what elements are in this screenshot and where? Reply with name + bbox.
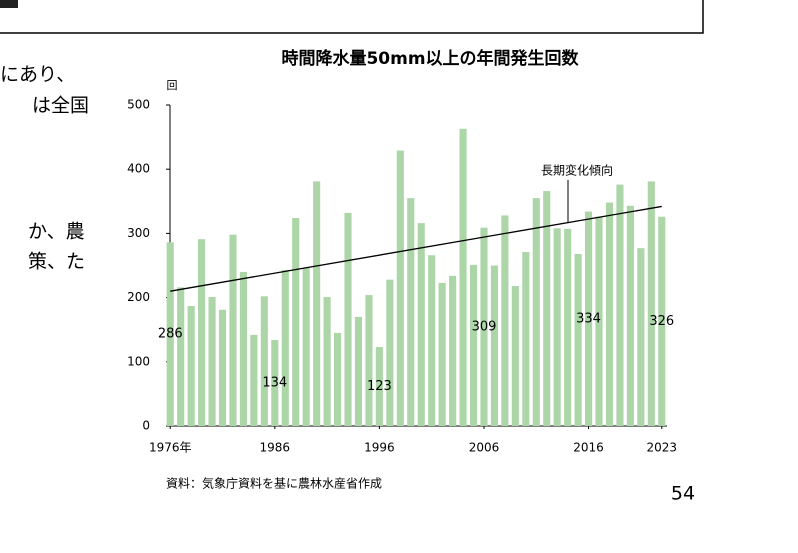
bar: [260, 296, 268, 426]
bar: [585, 211, 593, 426]
source-note: 資料：気象庁資料を基に農林水産省作成: [166, 476, 382, 491]
bar: [626, 205, 634, 426]
bar: [386, 279, 394, 426]
bar: [302, 268, 310, 426]
bar: [532, 198, 540, 426]
bar: [574, 253, 582, 426]
bar: [647, 181, 655, 426]
bar: [198, 239, 206, 426]
bar: [250, 334, 258, 426]
bar: [595, 216, 603, 426]
y-tick-label: 0: [142, 419, 150, 433]
bar: [564, 228, 572, 426]
bar: [281, 269, 289, 426]
bar: [334, 332, 342, 426]
bar: [637, 248, 645, 426]
y-tick-label: 100: [127, 354, 150, 368]
bar: [522, 252, 530, 426]
body-text: は全国: [32, 95, 89, 117]
bar: [543, 191, 551, 426]
bar: [428, 255, 436, 426]
bar: [658, 216, 666, 426]
bar: [407, 198, 415, 426]
x-tick-label: 2016: [573, 441, 604, 455]
bar: [459, 128, 467, 426]
bar: [490, 265, 498, 426]
data-label: 334: [576, 311, 601, 326]
body-text: か、農: [28, 221, 85, 243]
data-label: 123: [367, 379, 392, 394]
bar: [438, 282, 446, 426]
page-number: 54: [671, 483, 695, 505]
body-text: 策、た: [28, 251, 85, 273]
y-tick-label: 200: [127, 290, 150, 304]
y-unit: 回: [167, 79, 178, 92]
bar: [354, 316, 363, 426]
y-tick-label: 500: [127, 98, 150, 112]
bar: [271, 339, 279, 426]
y-tick-label: 300: [127, 226, 150, 240]
bar: [469, 264, 478, 426]
trend-label: 長期変化傾向: [541, 163, 613, 178]
bar: [417, 223, 425, 426]
x-tick-label: 1996: [364, 441, 395, 455]
x-tick-label: 1986: [260, 441, 291, 455]
bar: [218, 309, 227, 426]
chart-title: 時間降水量50mm以上の年間発生回数: [281, 48, 579, 69]
bar: [177, 287, 185, 426]
bar: [229, 234, 237, 426]
trend-line: [170, 205, 662, 292]
bar: [344, 212, 352, 426]
bar: [605, 202, 614, 426]
data-label: 286: [158, 327, 183, 342]
bar: [166, 242, 174, 426]
bar: [396, 150, 404, 426]
bar: [480, 227, 488, 426]
bar: [239, 271, 247, 426]
x-tick-label: 2006: [469, 441, 500, 455]
bar: [511, 286, 519, 426]
x-tick-label: 2023: [646, 441, 677, 455]
bar: [375, 347, 383, 426]
y-tick-label: 400: [127, 162, 150, 176]
bar: [553, 228, 561, 426]
data-label: 326: [649, 314, 674, 329]
bar: [292, 217, 300, 426]
bar: [323, 296, 331, 426]
bar: [365, 295, 373, 426]
body-text: にあり、: [0, 64, 75, 86]
data-label: 309: [472, 319, 497, 334]
bar: [208, 296, 216, 426]
bar: [616, 184, 624, 426]
x-tick-label: 1976年: [149, 441, 192, 455]
bar: [449, 275, 457, 426]
bar: [313, 181, 321, 426]
header-box: [0, 0, 704, 34]
data-label: 134: [262, 375, 287, 390]
bar: [187, 305, 195, 426]
header-mark: [0, 0, 18, 8]
bar: [501, 215, 509, 426]
